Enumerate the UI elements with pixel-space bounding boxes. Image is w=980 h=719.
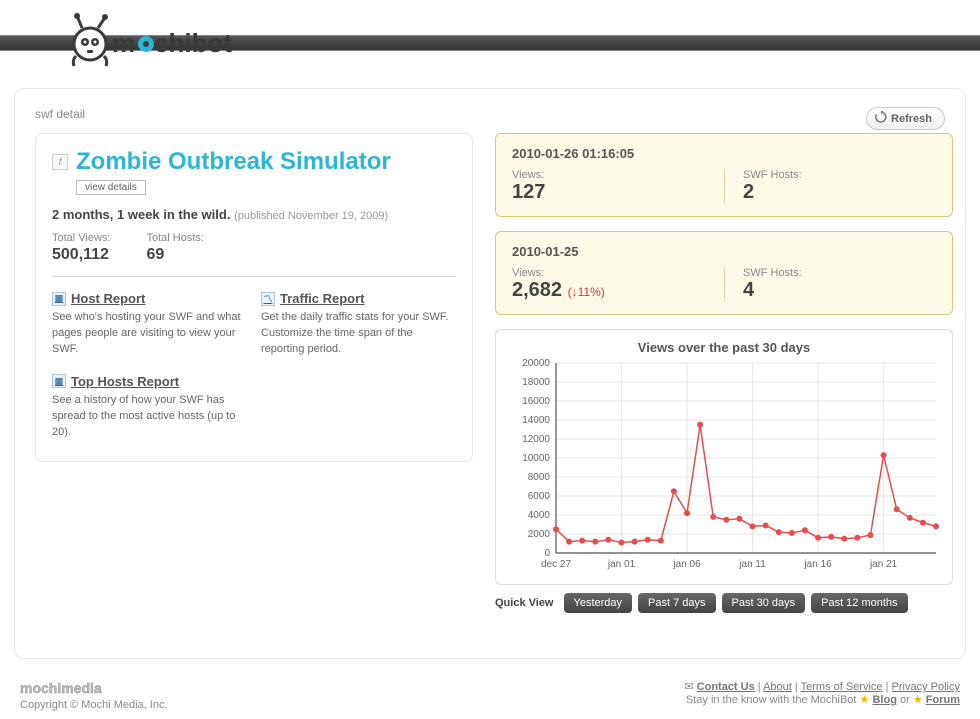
host-report-title: Host Report (71, 291, 145, 306)
yesterday-views-pct: (↓11%) (568, 285, 605, 299)
star-icon: ★ (913, 694, 923, 706)
stay-text: Stay in the know with the MochiBot (686, 694, 860, 706)
privacy-link[interactable]: Privacy Policy (892, 681, 960, 693)
today-hosts-value: 2 (743, 181, 936, 204)
traffic-report-title: Traffic Report (280, 291, 365, 306)
total-hosts-label: Total Hosts: (147, 232, 204, 244)
total-views-label: Total Views: (52, 232, 111, 244)
copyright: Copyright © Mochi Media, Inc. (20, 699, 168, 711)
chart-title: Views over the past 30 days (504, 340, 944, 355)
traffic-report-link[interactable]: 〽 Traffic Report Get the daily traffic st… (261, 291, 456, 358)
today-hosts-label: SWF Hosts: (743, 169, 936, 181)
svg-text:jan 21: jan 21 (869, 559, 898, 570)
top-hosts-desc: See a history of how your SWF has spread… (52, 393, 254, 441)
today-views-label: Views: (512, 169, 724, 181)
svg-text:4000: 4000 (528, 510, 551, 521)
footer: mochimedia Copyright © Mochi Media, Inc.… (20, 680, 960, 711)
swf-title[interactable]: Zombie Outbreak Simulator (76, 148, 391, 176)
refresh-icon (875, 111, 887, 126)
main-panel: swf detail Refresh f Zombie Outbreak Sim… (14, 88, 966, 659)
top-hosts-report-link[interactable]: ▦ Top Hosts Report See a history of how y… (52, 374, 254, 441)
swf-detail-panel: f Zombie Outbreak Simulator view details… (35, 133, 473, 462)
quickview-12months-button[interactable]: Past 12 months (811, 593, 907, 613)
svg-text:2000: 2000 (528, 529, 551, 540)
flash-icon: f (52, 154, 68, 170)
chart-icon: 〽 (261, 292, 275, 306)
quickview-yesterday-button[interactable]: Yesterday (564, 593, 633, 613)
top-hosts-title: Top Hosts Report (71, 374, 179, 389)
svg-text:0: 0 (544, 548, 550, 559)
about-link[interactable]: About (763, 681, 792, 693)
svg-text:10000: 10000 (522, 453, 550, 464)
quickview-30days-button[interactable]: Past 30 days (722, 593, 806, 613)
yesterday-views-value: 2,682 (512, 279, 562, 301)
svg-text:dec 27: dec 27 (541, 559, 571, 570)
or-text: or (897, 694, 913, 706)
host-report-desc: See who's hosting your SWF and what page… (52, 310, 247, 358)
star-icon: ★ (860, 694, 870, 706)
yesterday-views-label: Views: (512, 267, 724, 279)
svg-text:chibot: chibot (154, 28, 232, 58)
svg-text:jan 01: jan 01 (607, 559, 636, 570)
today-views-value: 127 (512, 181, 724, 204)
svg-text:20000: 20000 (522, 359, 550, 369)
traffic-report-desc: Get the daily traffic stats for your SWF… (261, 310, 456, 358)
wild-duration: 2 months, 1 week in the wild. (52, 207, 230, 222)
refresh-label: Refresh (891, 113, 932, 125)
today-timestamp: 2010-01-26 01:16:05 (512, 146, 936, 161)
chart-panel: Views over the past 30 days 0 2000 4000 600… (495, 329, 953, 585)
published-date: (published November 19, 2009) (234, 210, 388, 222)
svg-text:jan 16: jan 16 (803, 559, 832, 570)
today-card: 2010-01-26 01:16:05 Views: 127 SWF Hosts… (495, 133, 953, 217)
tos-link[interactable]: Terms of Service (801, 681, 883, 693)
svg-text:6000: 6000 (528, 491, 551, 502)
mochimedia-logo[interactable]: mochimedia (20, 680, 110, 698)
grid-icon: ▦ (52, 292, 66, 306)
contact-link[interactable]: Contact Us (697, 681, 755, 693)
host-report-link[interactable]: ▦ Host Report See who's hosting your SWF … (52, 291, 247, 358)
svg-text:18000: 18000 (522, 377, 550, 388)
svg-text:8000: 8000 (528, 472, 551, 483)
svg-text:12000: 12000 (522, 434, 550, 445)
forum-link[interactable]: Forum (926, 694, 960, 706)
wild-line: 2 months, 1 week in the wild. (published… (52, 207, 456, 222)
total-hosts-value: 69 (147, 246, 204, 264)
quickview-7days-button[interactable]: Past 7 days (638, 593, 715, 613)
svg-text:jan 06: jan 06 (672, 559, 701, 570)
svg-text:16000: 16000 (522, 396, 550, 407)
total-views-value: 500,112 (52, 246, 111, 264)
grid-icon: ▦ (52, 374, 66, 388)
yesterday-hosts-label: SWF Hosts: (743, 267, 936, 279)
svg-text:jan 11: jan 11 (738, 559, 766, 570)
totals-row: Total Views: 500,112 Total Hosts: 69 (52, 232, 456, 277)
quick-view-label: Quick View (495, 597, 554, 609)
blog-link[interactable]: Blog (872, 694, 896, 706)
yesterday-hosts-value: 4 (743, 279, 936, 302)
svg-text:mochimedia: mochimedia (20, 680, 102, 696)
mail-icon: ✉ (684, 681, 693, 693)
mochibot-logo[interactable]: m chibot (68, 10, 243, 73)
svg-text:14000: 14000 (522, 415, 550, 426)
svg-text:m: m (112, 28, 135, 58)
yesterday-timestamp: 2010-01-25 (512, 244, 936, 259)
views-chart: 0 2000 4000 6000 8000 10000 12000 14000 16000 180… (504, 359, 944, 573)
view-details-button[interactable]: view details (76, 180, 146, 195)
quick-view-row: Quick View Yesterday Past 7 days Past 30… (495, 593, 953, 613)
yesterday-card: 2010-01-25 Views: 2,682 (↓11%) SWF Hosts… (495, 231, 953, 315)
refresh-button[interactable]: Refresh (866, 107, 945, 130)
breadcrumb: swf detail (35, 107, 945, 121)
